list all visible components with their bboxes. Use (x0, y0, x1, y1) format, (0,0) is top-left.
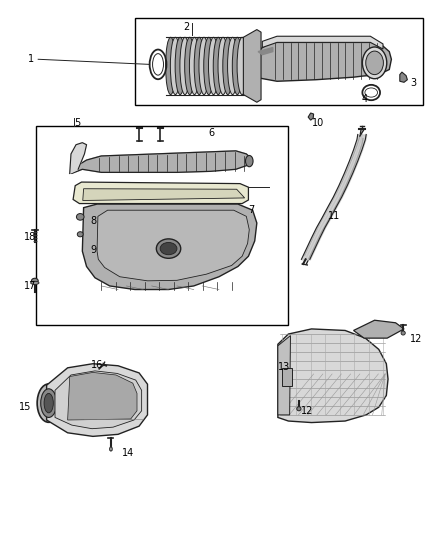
Ellipse shape (362, 47, 387, 79)
Ellipse shape (366, 51, 383, 75)
Ellipse shape (237, 37, 247, 94)
Ellipse shape (218, 37, 228, 94)
Text: 13: 13 (278, 362, 290, 373)
Ellipse shape (208, 37, 219, 94)
Polygon shape (110, 446, 112, 451)
Bar (36, 126, 288, 325)
Polygon shape (83, 189, 245, 200)
Text: 1: 1 (28, 54, 34, 64)
Polygon shape (73, 182, 248, 204)
Ellipse shape (44, 393, 53, 413)
Text: 14: 14 (122, 448, 134, 458)
Ellipse shape (185, 37, 195, 94)
Ellipse shape (76, 214, 84, 220)
Ellipse shape (401, 331, 405, 335)
Text: 2: 2 (183, 22, 190, 32)
Text: 3: 3 (410, 78, 417, 88)
Text: 12: 12 (301, 406, 313, 416)
Polygon shape (353, 320, 404, 338)
Bar (135, 18, 423, 106)
Text: 6: 6 (208, 128, 215, 139)
Polygon shape (244, 30, 261, 102)
Ellipse shape (204, 37, 214, 94)
Ellipse shape (41, 389, 57, 417)
Polygon shape (97, 210, 249, 281)
Ellipse shape (180, 37, 190, 94)
Ellipse shape (170, 37, 180, 94)
Polygon shape (46, 364, 148, 437)
Polygon shape (308, 113, 314, 120)
Text: 17: 17 (24, 281, 36, 291)
Polygon shape (258, 47, 273, 55)
Ellipse shape (245, 156, 253, 167)
Text: 9: 9 (91, 245, 97, 255)
Text: 15: 15 (19, 402, 32, 412)
Ellipse shape (32, 278, 38, 284)
Ellipse shape (232, 37, 242, 94)
Polygon shape (262, 36, 383, 49)
Ellipse shape (228, 37, 238, 94)
Text: 7: 7 (248, 205, 254, 215)
Polygon shape (70, 151, 252, 173)
Polygon shape (67, 373, 137, 420)
Polygon shape (400, 72, 407, 82)
Ellipse shape (189, 37, 200, 94)
Polygon shape (278, 329, 388, 423)
Ellipse shape (31, 281, 39, 285)
Text: 18: 18 (24, 232, 36, 242)
Ellipse shape (213, 37, 223, 94)
Polygon shape (278, 336, 290, 415)
FancyBboxPatch shape (283, 368, 292, 386)
Text: 12: 12 (410, 334, 423, 344)
Ellipse shape (37, 384, 60, 422)
Text: 10: 10 (311, 118, 324, 128)
Ellipse shape (194, 37, 204, 94)
Ellipse shape (156, 239, 181, 259)
Text: 11: 11 (328, 212, 341, 221)
Ellipse shape (160, 243, 177, 255)
Polygon shape (82, 204, 257, 289)
Text: 16: 16 (91, 360, 103, 370)
Text: 8: 8 (91, 216, 97, 227)
Polygon shape (258, 43, 392, 81)
Polygon shape (55, 371, 141, 429)
Text: 4: 4 (362, 94, 368, 104)
Polygon shape (70, 143, 87, 173)
Ellipse shape (175, 37, 185, 94)
Ellipse shape (199, 37, 209, 94)
Ellipse shape (77, 232, 83, 237)
Ellipse shape (166, 37, 176, 94)
Text: 5: 5 (74, 118, 80, 128)
Ellipse shape (297, 407, 301, 411)
Ellipse shape (223, 37, 233, 94)
